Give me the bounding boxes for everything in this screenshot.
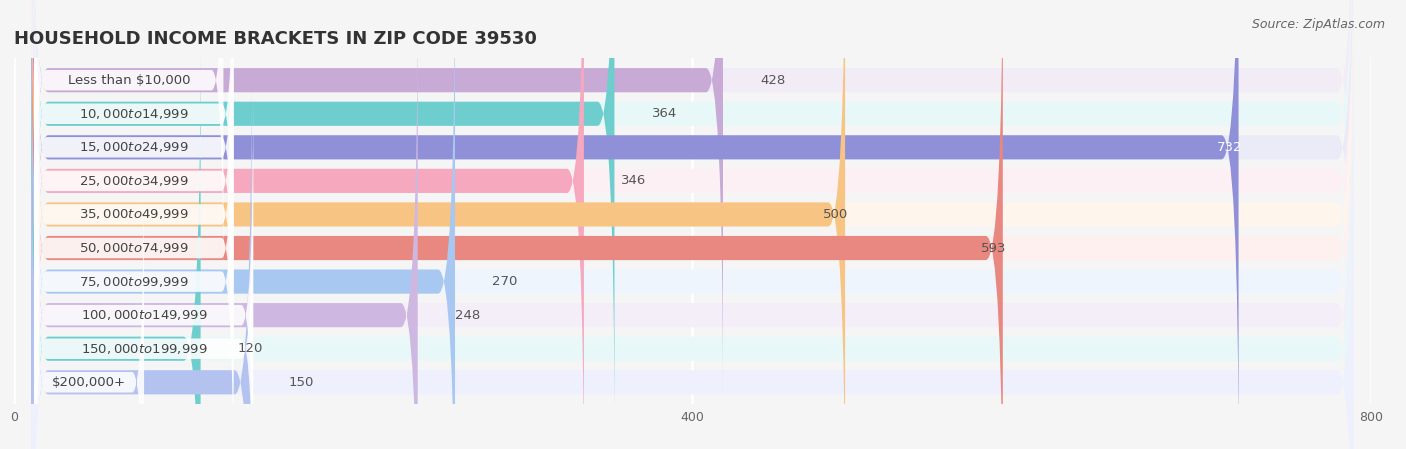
FancyBboxPatch shape: [31, 0, 1002, 449]
FancyBboxPatch shape: [31, 0, 1354, 449]
Text: 150: 150: [288, 376, 314, 389]
FancyBboxPatch shape: [31, 0, 723, 404]
FancyBboxPatch shape: [34, 0, 224, 305]
Text: $100,000 to $149,999: $100,000 to $149,999: [80, 308, 207, 322]
FancyBboxPatch shape: [31, 0, 456, 449]
Text: $75,000 to $99,999: $75,000 to $99,999: [79, 275, 188, 289]
Text: 428: 428: [761, 74, 786, 87]
Text: 732: 732: [1216, 141, 1241, 154]
FancyBboxPatch shape: [34, 23, 233, 449]
FancyBboxPatch shape: [31, 25, 1354, 449]
Text: 593: 593: [981, 242, 1007, 255]
FancyBboxPatch shape: [31, 25, 201, 449]
Text: $200,000+: $200,000+: [52, 376, 127, 389]
FancyBboxPatch shape: [34, 90, 253, 449]
FancyBboxPatch shape: [31, 0, 1239, 449]
FancyBboxPatch shape: [31, 0, 1354, 449]
FancyBboxPatch shape: [31, 0, 1354, 449]
FancyBboxPatch shape: [34, 124, 253, 449]
Text: 364: 364: [652, 107, 678, 120]
Text: $10,000 to $14,999: $10,000 to $14,999: [79, 107, 188, 121]
FancyBboxPatch shape: [31, 0, 1354, 449]
FancyBboxPatch shape: [31, 0, 845, 449]
FancyBboxPatch shape: [31, 0, 1354, 404]
Text: Source: ZipAtlas.com: Source: ZipAtlas.com: [1251, 18, 1385, 31]
FancyBboxPatch shape: [31, 0, 1354, 437]
FancyBboxPatch shape: [31, 59, 1354, 449]
Text: 120: 120: [238, 342, 263, 355]
Text: 248: 248: [456, 308, 481, 321]
FancyBboxPatch shape: [34, 0, 233, 372]
FancyBboxPatch shape: [31, 59, 252, 449]
Text: $35,000 to $49,999: $35,000 to $49,999: [79, 207, 188, 221]
Text: $25,000 to $34,999: $25,000 to $34,999: [79, 174, 188, 188]
FancyBboxPatch shape: [31, 0, 583, 449]
FancyBboxPatch shape: [34, 158, 143, 449]
FancyBboxPatch shape: [34, 0, 233, 439]
Text: 500: 500: [824, 208, 848, 221]
Text: HOUSEHOLD INCOME BRACKETS IN ZIP CODE 39530: HOUSEHOLD INCOME BRACKETS IN ZIP CODE 39…: [14, 31, 537, 48]
Text: 270: 270: [492, 275, 517, 288]
Text: 346: 346: [621, 174, 647, 187]
FancyBboxPatch shape: [31, 0, 418, 449]
FancyBboxPatch shape: [31, 0, 1354, 449]
FancyBboxPatch shape: [34, 0, 233, 339]
FancyBboxPatch shape: [34, 0, 233, 405]
FancyBboxPatch shape: [31, 0, 1354, 449]
Text: Less than $10,000: Less than $10,000: [67, 74, 190, 87]
Text: $15,000 to $24,999: $15,000 to $24,999: [79, 141, 188, 154]
FancyBboxPatch shape: [34, 57, 233, 449]
Text: $50,000 to $74,999: $50,000 to $74,999: [79, 241, 188, 255]
Text: $150,000 to $199,999: $150,000 to $199,999: [80, 342, 207, 356]
FancyBboxPatch shape: [31, 0, 614, 437]
